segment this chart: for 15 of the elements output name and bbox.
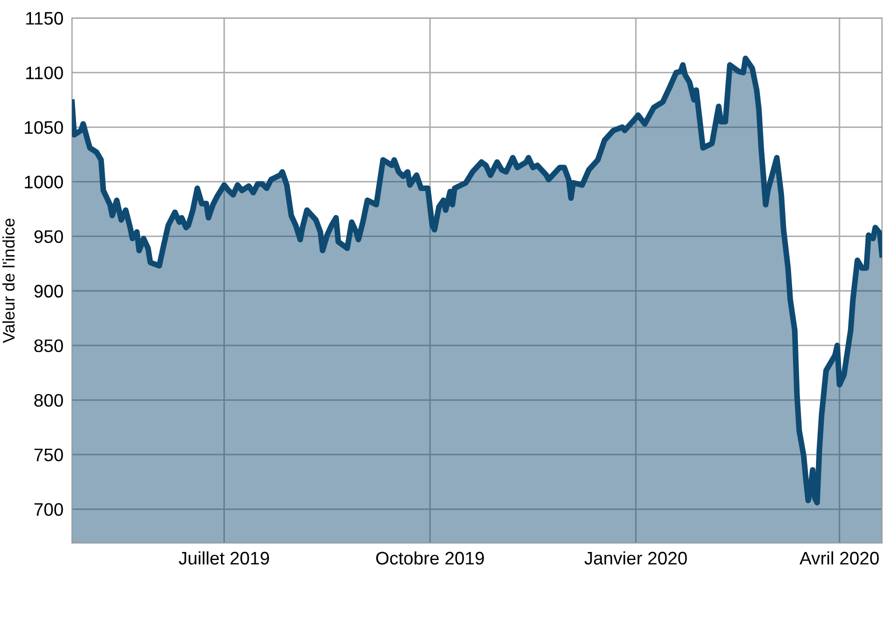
y-tick-label: 750: [34, 448, 63, 462]
x-tick-label: Juillet 2019: [178, 551, 269, 565]
y-tick-label: 850: [34, 339, 63, 352]
y-tick-label: 1000: [24, 176, 63, 188]
y-tick-label: 800: [34, 394, 63, 407]
y-tick-label: 1100: [26, 66, 63, 80]
y-tick-label: 1150: [26, 12, 63, 25]
y-tick-label: 950: [34, 230, 63, 244]
y-tick-label: 900: [34, 284, 63, 298]
y-tick-label: 700: [34, 503, 63, 516]
y-axis-title: Valeur de l'indice: [2, 218, 15, 344]
x-tick-label: Avril 2020: [800, 551, 879, 565]
x-tick-label: Octobre 2019: [376, 551, 484, 565]
y-tick-label: 1050: [24, 121, 63, 134]
x-tick-label: Janvier 2020: [584, 551, 687, 565]
